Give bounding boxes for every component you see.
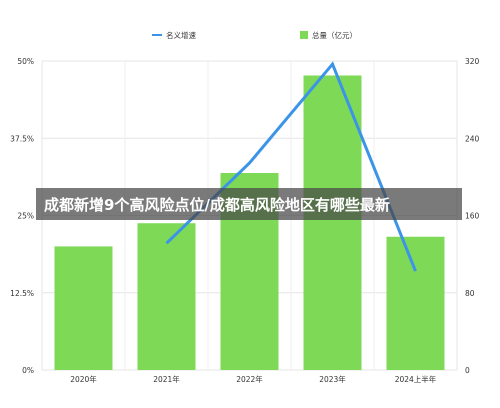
axes: 0% 12.5% 25% 37.5% 50% 0 80 160 240 320 2020年 2021年…	[10, 57, 479, 384]
y-left-tick: 50%	[17, 57, 34, 66]
x-tick: 2020年	[70, 374, 97, 384]
legend-line-label: 名义增速	[166, 30, 196, 40]
legend: 名义增速 总量（亿元）	[152, 30, 357, 40]
headline-banner: 成都新增9个高风险点位/成都高风险地区有哪些最新	[36, 188, 462, 220]
y-right-tick: 80	[465, 289, 475, 298]
y-right-tick: 320	[465, 57, 480, 66]
x-tick: 2023年	[319, 374, 346, 384]
bar-3	[303, 75, 362, 370]
bar-1	[137, 223, 196, 370]
y-left-tick: 25%	[17, 212, 34, 221]
bar-0	[54, 246, 113, 370]
y-left-tick: 0%	[22, 366, 34, 375]
y-right-tick: 240	[465, 134, 480, 143]
x-tick: 2021年	[153, 374, 180, 384]
bars	[54, 75, 445, 370]
x-tick: 2024上半年	[395, 374, 437, 384]
bar-4	[386, 236, 445, 370]
legend-bar-swatch	[300, 31, 308, 39]
y-right-tick: 0	[465, 366, 470, 375]
x-tick: 2022年	[236, 374, 263, 384]
y-left-tick: 37.5%	[10, 134, 34, 143]
legend-bar-label: 总量（亿元）	[312, 30, 357, 40]
y-left-tick: 12.5%	[10, 289, 34, 298]
headline-text: 成都新增9个高风险点位/成都高风险地区有哪些最新	[44, 195, 390, 214]
y-right-tick: 160	[465, 212, 480, 221]
